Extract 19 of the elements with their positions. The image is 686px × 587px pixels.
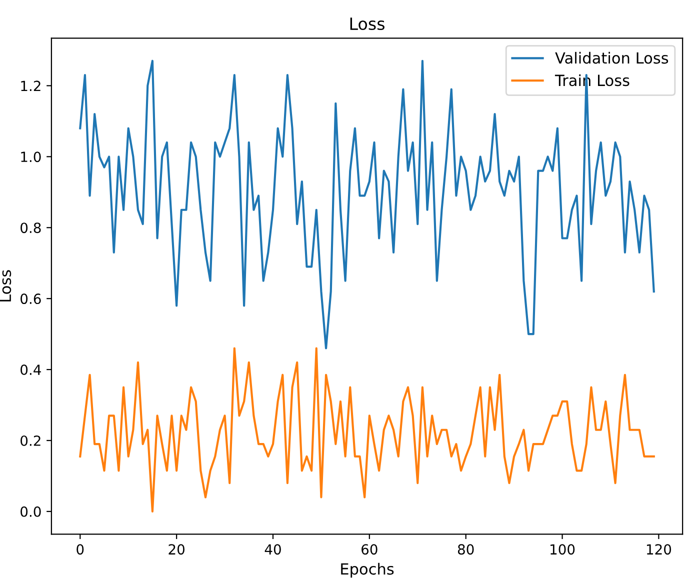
y-tick-label: 1.2: [21, 80, 40, 91]
x-tick-label: 60: [362, 544, 378, 555]
x-axis-title: Epochs: [341, 562, 394, 578]
y-tick-label: 0.2: [20, 435, 40, 446]
x-tick-label: 40: [264, 544, 281, 555]
x-tick-label: 20: [168, 544, 184, 555]
x-tick-label: 100: [550, 544, 575, 555]
y-tick-label: 0.4: [20, 364, 41, 376]
line-series: [79, 347, 655, 513]
y-tick-label: 0.0: [20, 506, 41, 517]
chart-title: Loss: [350, 18, 384, 30]
y-tick-label: 0.8: [20, 222, 41, 234]
x-tick-label: 120: [646, 544, 672, 555]
y-tick-label: 0.6: [20, 294, 41, 304]
y-axis-title: Loss: [0, 270, 12, 302]
y-tick-label: 1.0: [21, 152, 41, 162]
x-tick-label: 80: [458, 544, 474, 555]
legend-label: Validation Loss: [555, 52, 668, 64]
x-tick-label: 0: [76, 544, 84, 555]
